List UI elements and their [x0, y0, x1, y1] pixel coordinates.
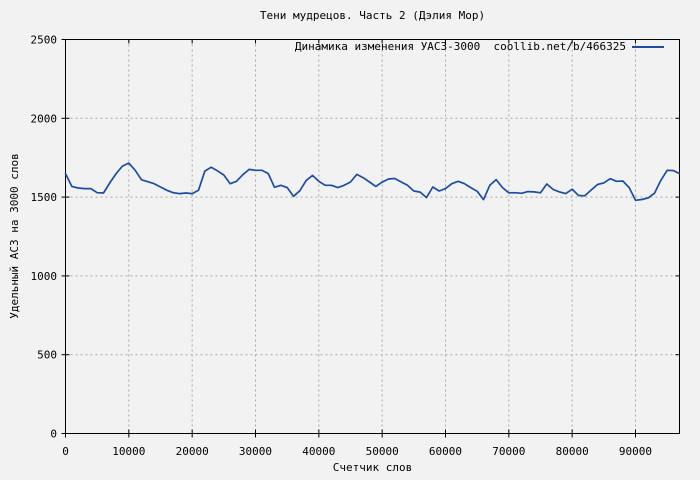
y-tick-label: 500	[37, 349, 57, 362]
legend-label: Динамика изменения УАСЗ-3000 coollib.net…	[294, 40, 626, 53]
x-tick-label: 10000	[112, 445, 145, 458]
chart-title: Тени мудрецов. Часть 2 (Дэлия Мор)	[259, 9, 486, 22]
x-tick-label: 60000	[429, 445, 462, 458]
legend: Динамика изменения УАСЗ-3000 coollib.net…	[295, 40, 664, 53]
legend-line-sample	[632, 45, 664, 48]
x-tick-label: 90000	[619, 445, 652, 458]
x-tick-label: 70000	[492, 445, 525, 458]
plot-frame	[65, 39, 680, 434]
x-tick-label: 50000	[366, 445, 399, 458]
x-tick-label: 30000	[239, 445, 272, 458]
y-tick-label: 2000	[31, 112, 58, 125]
x-tick-label: 80000	[556, 445, 589, 458]
y-tick-label: 1500	[31, 191, 58, 204]
series-line	[64, 162, 681, 202]
x-axis-label: Счетчик слов	[332, 461, 413, 474]
y-tick-label: 2500	[31, 34, 58, 47]
y-tick-label: 0	[50, 428, 57, 441]
y-axis-label: Удельный АСЗ на 3000 слов	[8, 153, 21, 319]
x-tick-label: 0	[62, 445, 69, 458]
x-tick-label: 40000	[302, 445, 335, 458]
x-tick-label: 20000	[176, 445, 209, 458]
y-tick-label: 1000	[31, 270, 58, 283]
